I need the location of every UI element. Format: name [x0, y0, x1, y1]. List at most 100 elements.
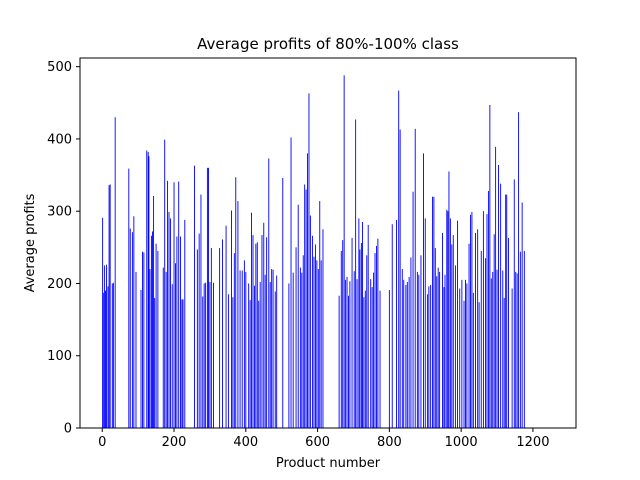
y-axis-label: Average profits	[23, 193, 38, 292]
x-tick-label: 600	[305, 435, 330, 450]
bar-145	[406, 282, 408, 428]
bar-30	[164, 139, 166, 428]
bar-130	[370, 279, 372, 428]
bar-29	[162, 267, 164, 428]
bar-209	[518, 112, 520, 428]
bar-52	[208, 167, 209, 428]
bar-42	[182, 299, 184, 428]
bar-69	[248, 283, 250, 428]
bar-120	[355, 119, 357, 429]
bar-26	[154, 297, 156, 428]
bar-185	[477, 229, 479, 428]
bar-78	[261, 235, 263, 428]
bar-180	[468, 243, 470, 428]
bar-188	[482, 211, 484, 428]
bar-101	[309, 215, 311, 428]
bar-1	[102, 292, 104, 428]
bar-179	[466, 283, 468, 428]
bar-44	[194, 165, 195, 428]
bar-107	[319, 201, 321, 428]
bar-150	[416, 271, 418, 428]
bar-207	[515, 271, 517, 428]
bar-71	[251, 212, 252, 428]
bar-196	[495, 146, 497, 428]
bar-53	[209, 282, 211, 428]
bar-2	[103, 265, 105, 428]
bar-17	[142, 251, 143, 428]
bar-128	[366, 255, 368, 428]
bar-198	[498, 164, 499, 428]
bar-43	[184, 219, 186, 429]
bar-193	[490, 278, 492, 428]
bar-38	[176, 236, 178, 428]
bar-136	[379, 290, 381, 428]
bar-158	[431, 196, 433, 428]
bar-144	[405, 284, 407, 428]
x-tick-label: 200	[162, 435, 187, 450]
bar-148	[412, 191, 414, 428]
bar-31	[165, 271, 167, 428]
bar-4	[106, 264, 108, 428]
bar-76	[258, 300, 260, 428]
bar-18	[143, 252, 145, 428]
bar-177	[463, 300, 465, 428]
bar-211	[521, 202, 523, 428]
bar-80	[264, 274, 266, 428]
bar-112	[342, 240, 344, 428]
bar-77	[259, 282, 261, 428]
bar-81	[266, 237, 268, 428]
bar-137	[388, 289, 390, 428]
bar-109	[322, 229, 324, 428]
bar-83	[269, 282, 271, 428]
bar-74	[255, 243, 257, 428]
bar-60	[231, 210, 232, 428]
bar-184	[475, 232, 476, 428]
bar-151	[418, 274, 420, 428]
bar-191	[487, 190, 489, 428]
bar-37	[175, 263, 176, 428]
bar-126	[363, 297, 365, 428]
bar-98	[305, 189, 307, 428]
bar-39	[178, 181, 180, 428]
bar-89	[288, 283, 290, 428]
bar-41	[181, 299, 183, 428]
x-tick-label: 400	[233, 435, 258, 450]
bar-25	[153, 196, 155, 428]
bar-129	[367, 224, 369, 428]
x-tick-label: 800	[377, 435, 402, 450]
bar-190	[486, 214, 488, 428]
bar-152	[420, 255, 422, 428]
bar-20	[147, 151, 149, 428]
bar-57	[222, 239, 223, 428]
bar-66	[241, 270, 243, 428]
bar-8	[111, 283, 113, 428]
bar-90	[290, 137, 292, 429]
bar-47	[200, 194, 202, 428]
bar-97	[304, 184, 306, 428]
bar-160	[434, 248, 436, 428]
bar-140	[398, 90, 400, 429]
bar-111	[340, 250, 342, 428]
bar-113	[343, 75, 345, 428]
bar-23	[150, 235, 152, 428]
bar-199	[500, 183, 502, 428]
y-tick-label: 300	[47, 205, 72, 220]
bar-115	[346, 276, 348, 428]
bar-54	[210, 248, 212, 428]
bar-5	[107, 286, 109, 428]
y-tick-label: 0	[64, 422, 72, 437]
x-tick-label: 1200	[516, 435, 549, 450]
bar-187	[480, 250, 482, 428]
bar-164	[442, 232, 443, 428]
bar-96	[302, 255, 304, 428]
bar-124	[360, 243, 362, 428]
bar-99	[307, 153, 308, 428]
bar-165	[443, 287, 445, 428]
bar-138	[391, 224, 393, 428]
bar-104	[314, 244, 316, 428]
bar-110	[338, 295, 340, 428]
bar-11	[128, 168, 130, 428]
bar-205	[511, 288, 513, 428]
y-tick-label: 100	[47, 349, 72, 364]
bar-142	[401, 269, 403, 428]
